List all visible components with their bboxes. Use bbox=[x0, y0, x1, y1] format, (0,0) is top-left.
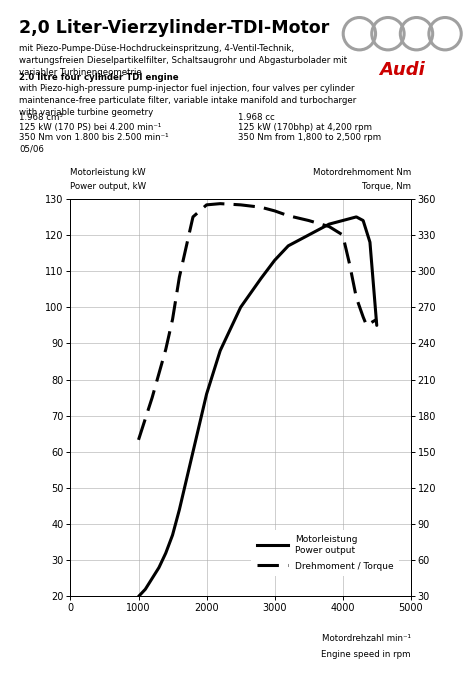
Text: Motordrehzahl min⁻¹: Motordrehzahl min⁻¹ bbox=[322, 634, 411, 643]
Text: 1.968 cm³: 1.968 cm³ bbox=[19, 113, 63, 122]
Text: Motorleistung kW: Motorleistung kW bbox=[70, 168, 146, 177]
Text: mit Piezo-Pumpe-Düse-Hochdruckeinspritzung, 4-Ventil-Technik,
wartungsfreien Die: mit Piezo-Pumpe-Düse-Hochdruckeinspritzu… bbox=[19, 44, 347, 77]
Text: 125 kW (170 PS) bei 4.200 min⁻¹: 125 kW (170 PS) bei 4.200 min⁻¹ bbox=[19, 123, 161, 132]
Text: 2,0 Liter-Vierzylinder-TDI-Motor: 2,0 Liter-Vierzylinder-TDI-Motor bbox=[19, 19, 329, 37]
Text: Power output, kW: Power output, kW bbox=[70, 182, 147, 191]
Text: 350 Nm von 1.800 bis 2.500 min⁻¹: 350 Nm von 1.800 bis 2.500 min⁻¹ bbox=[19, 133, 169, 142]
Text: Audi: Audi bbox=[379, 61, 425, 79]
Text: 2.0 litre four cylinder TDI engine: 2.0 litre four cylinder TDI engine bbox=[19, 73, 178, 82]
Text: with Piezo-high-pressure pump-injector fuel injection, four valves per cylinder
: with Piezo-high-pressure pump-injector f… bbox=[19, 84, 357, 117]
Text: Engine speed in rpm: Engine speed in rpm bbox=[321, 650, 411, 659]
Text: 1.968 cc: 1.968 cc bbox=[238, 113, 275, 122]
Text: 05/06: 05/06 bbox=[19, 144, 44, 153]
Text: 125 kW (170bhp) at 4,200 rpm: 125 kW (170bhp) at 4,200 rpm bbox=[238, 123, 372, 132]
Text: 350 Nm from 1,800 to 2,500 rpm: 350 Nm from 1,800 to 2,500 rpm bbox=[238, 133, 381, 142]
Text: Torque, Nm: Torque, Nm bbox=[362, 182, 411, 191]
Legend: Motorleistung
Power output, Drehmoment / Torque: Motorleistung Power output, Drehmoment /… bbox=[251, 530, 399, 576]
Text: Motordrehmoment Nm: Motordrehmoment Nm bbox=[313, 168, 411, 177]
